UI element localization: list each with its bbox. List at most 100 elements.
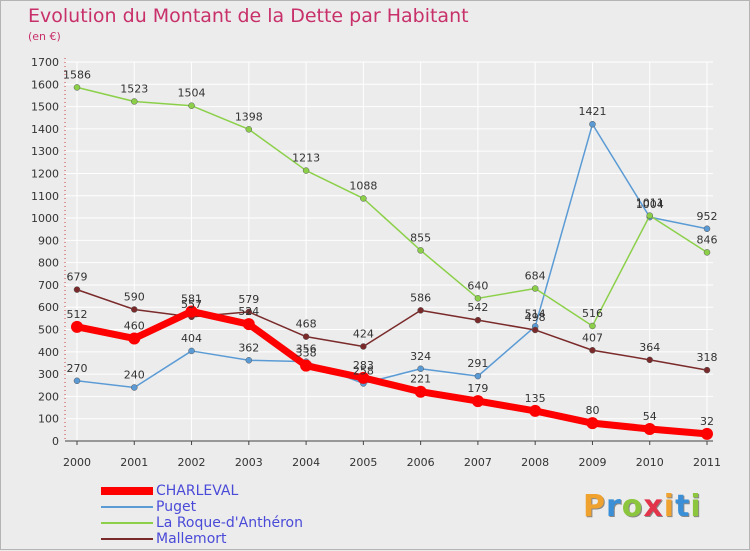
data-point bbox=[131, 306, 138, 313]
data-point bbox=[73, 84, 81, 91]
data-label: 364 bbox=[639, 341, 660, 354]
data-label: 1213 bbox=[292, 152, 320, 165]
x-tick-label: 2002 bbox=[178, 456, 206, 469]
data-point bbox=[531, 326, 539, 334]
y-tick-label: 1600 bbox=[31, 78, 59, 91]
data-label: 424 bbox=[353, 327, 374, 340]
data-label: 542 bbox=[467, 301, 488, 314]
data-point bbox=[245, 357, 253, 364]
data-point bbox=[188, 102, 195, 109]
data-label: 579 bbox=[238, 293, 259, 306]
x-tick-label: 2005 bbox=[349, 456, 377, 469]
data-label: 318 bbox=[697, 351, 718, 364]
plot-area bbox=[65, 62, 713, 441]
data-point bbox=[417, 307, 424, 314]
data-label: 32 bbox=[700, 415, 714, 428]
data-label: 1586 bbox=[63, 68, 91, 81]
logo-letter: r bbox=[606, 489, 622, 524]
data-point bbox=[242, 318, 255, 331]
data-point bbox=[589, 322, 596, 330]
data-point bbox=[703, 249, 711, 256]
x-tick-label: 2009 bbox=[578, 456, 606, 469]
logo-letter: P bbox=[583, 489, 606, 524]
logo-letter: t bbox=[675, 489, 691, 524]
data-label: 54 bbox=[643, 410, 657, 423]
data-point bbox=[131, 384, 138, 391]
proxiti-logo: Proxiti bbox=[583, 489, 702, 524]
data-label: 356 bbox=[296, 343, 317, 356]
data-point bbox=[128, 332, 141, 345]
data-label: 524 bbox=[238, 305, 259, 318]
data-point bbox=[643, 422, 656, 435]
data-label: 586 bbox=[410, 291, 431, 304]
data-point bbox=[529, 404, 542, 417]
legend-label: CHARLEVAL bbox=[156, 483, 239, 499]
data-label: 514 bbox=[525, 307, 546, 320]
data-label: 338 bbox=[296, 347, 317, 360]
legend-swatch bbox=[101, 487, 153, 495]
data-point bbox=[703, 225, 711, 233]
data-point bbox=[188, 347, 195, 355]
data-point bbox=[131, 98, 138, 105]
chart-title: Evolution du Montant de la Dette par Hab… bbox=[28, 5, 469, 27]
legend-item: La Roque-d'Anthéron bbox=[101, 515, 303, 531]
legend-label: Mallemort bbox=[156, 531, 227, 547]
data-point bbox=[71, 320, 83, 333]
legend-swatch bbox=[101, 538, 153, 540]
data-point bbox=[185, 305, 198, 318]
data-point bbox=[414, 385, 427, 398]
x-tick-label: 2000 bbox=[63, 456, 91, 469]
data-point bbox=[646, 356, 653, 364]
y-tick-label: 800 bbox=[38, 257, 59, 270]
data-label: 1504 bbox=[178, 87, 206, 100]
data-point bbox=[245, 308, 253, 316]
logo-letter: o bbox=[621, 489, 644, 524]
data-point bbox=[417, 247, 424, 254]
data-point bbox=[531, 285, 539, 292]
x-tick-label: 2011 bbox=[693, 456, 721, 469]
data-label: 362 bbox=[238, 341, 259, 354]
y-tick-label: 1400 bbox=[31, 123, 59, 136]
data-point bbox=[417, 365, 424, 373]
data-label: 640 bbox=[467, 279, 488, 292]
y-tick-label: 700 bbox=[38, 279, 59, 292]
data-label: 221 bbox=[410, 373, 431, 386]
legend-item: Puget bbox=[101, 499, 303, 515]
y-tick-label: 1200 bbox=[31, 167, 59, 180]
data-label: 1088 bbox=[349, 179, 377, 192]
data-label: 557 bbox=[181, 298, 202, 311]
legend-swatch bbox=[101, 522, 153, 524]
data-label: 581 bbox=[181, 292, 202, 305]
data-label: 952 bbox=[697, 210, 718, 223]
data-label: 407 bbox=[582, 331, 603, 344]
data-point bbox=[589, 347, 596, 354]
data-label: 516 bbox=[582, 307, 603, 320]
data-point bbox=[474, 316, 482, 324]
data-label: 240 bbox=[124, 368, 145, 381]
data-point bbox=[73, 286, 81, 293]
data-point bbox=[586, 417, 599, 430]
data-label: 498 bbox=[525, 311, 546, 324]
logo-letter: i bbox=[690, 489, 702, 524]
y-tick-label: 1500 bbox=[31, 101, 59, 114]
data-label: 291 bbox=[467, 357, 488, 370]
data-label: 855 bbox=[410, 231, 431, 244]
y-tick-label: 100 bbox=[38, 413, 59, 426]
data-point bbox=[474, 295, 482, 302]
data-point bbox=[360, 195, 367, 202]
data-point bbox=[73, 377, 81, 385]
data-label: 512 bbox=[67, 308, 88, 321]
x-tick-label: 2004 bbox=[292, 456, 320, 469]
y-tick-label: 900 bbox=[38, 234, 59, 247]
x-tick-label: 2010 bbox=[636, 456, 664, 469]
data-label: 846 bbox=[697, 233, 718, 246]
data-label: 590 bbox=[124, 290, 145, 303]
legend-item: Mallemort bbox=[101, 531, 303, 547]
data-label: 179 bbox=[467, 382, 488, 395]
x-tick-label: 2006 bbox=[407, 456, 435, 469]
data-label: 679 bbox=[67, 271, 88, 284]
data-label: 1011 bbox=[636, 197, 664, 210]
data-label: 1523 bbox=[120, 82, 148, 95]
y-tick-label: 300 bbox=[38, 368, 59, 381]
chart-unit-label: (en €) bbox=[28, 30, 61, 43]
